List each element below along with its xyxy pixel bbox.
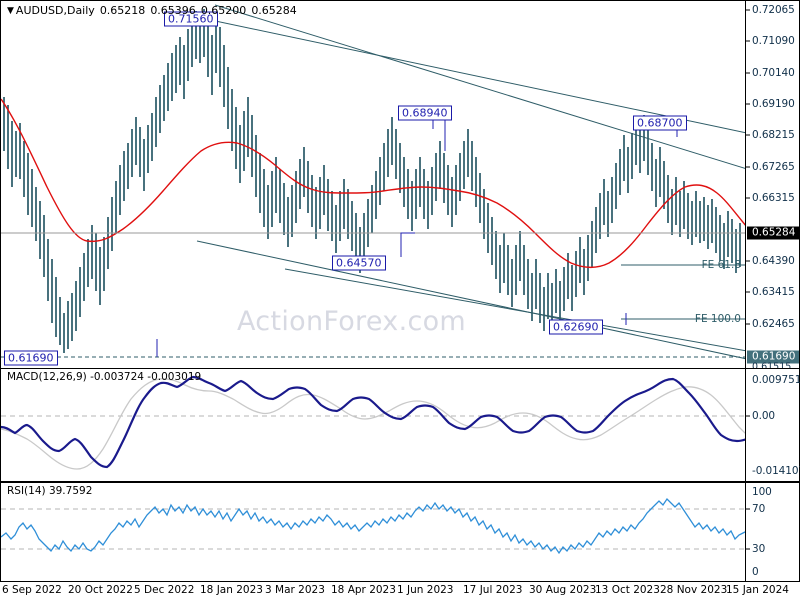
date-label: 18 Apr 2023 bbox=[331, 584, 396, 596]
price-axis-label: 0.70140 bbox=[752, 67, 795, 79]
price-axis-label: 0.69190 bbox=[752, 98, 795, 110]
price-plot-area[interactable]: ActionForex.com 0.71560 0.68940 0.68700 … bbox=[1, 1, 745, 368]
rsi-plot-area[interactable] bbox=[1, 483, 745, 581]
macd-svg bbox=[1, 375, 745, 470]
price-axis-label: 0.64390 bbox=[752, 255, 795, 267]
rsi-axis-label: 30 bbox=[752, 543, 766, 555]
current-price-tag: 0.65284 bbox=[747, 226, 799, 240]
fib-label-618: FE 61.8 bbox=[701, 259, 741, 271]
rsi-panel[interactable]: RSI(14) 39.7592 100 70 30 0 bbox=[0, 482, 800, 582]
chart-header: ▼ AUDUSD,Daily 0.65218 0.65396 0.65200 0.6528… bbox=[7, 4, 297, 17]
date-label: 5 Dec 2022 bbox=[134, 584, 195, 596]
fib-label-100: FE 100.0 bbox=[694, 313, 741, 325]
rsi-line bbox=[1, 497, 745, 555]
date-label: 20 Oct 2022 bbox=[68, 584, 133, 596]
annotation-box-4: 0.64570 bbox=[332, 255, 386, 271]
date-label: 17 Jul 2023 bbox=[463, 584, 523, 596]
price-axis-label: 0.72065 bbox=[752, 4, 795, 16]
rsi-svg bbox=[1, 497, 745, 555]
price-axis-label: 0.62465 bbox=[752, 318, 795, 330]
symbol-label: AUDUSD,Daily bbox=[15, 4, 95, 17]
rsi-title: RSI(14) 39.7592 bbox=[7, 485, 93, 497]
candlestick-series bbox=[3, 9, 741, 353]
macd-panel[interactable]: MACD(12,26,9) -0.003724 -0.003019 0.0097… bbox=[0, 368, 800, 482]
date-axis[interactable]: 6 Sep 2022 20 Oct 2022 5 Dec 2022 18 Jan 20… bbox=[0, 582, 800, 600]
date-label: 6 Sep 2022 bbox=[2, 584, 62, 596]
annotation-box-2: 0.68940 bbox=[398, 105, 452, 121]
macd-title: MACD(12,26,9) -0.003724 -0.003019 bbox=[7, 371, 202, 383]
price-axis-label: 0.63415 bbox=[752, 286, 795, 298]
price-axis-label: 0.66315 bbox=[752, 192, 795, 204]
annotation-box-5: 0.62690 bbox=[549, 319, 603, 335]
date-label: 1 Jun 2023 bbox=[397, 584, 454, 596]
rsi-axis-label: 100 bbox=[752, 486, 772, 498]
watermark: ActionForex.com bbox=[237, 306, 467, 337]
price-axis-label: 0.61515 bbox=[752, 361, 792, 373]
macd-plot-area[interactable] bbox=[1, 369, 745, 481]
trend-lines bbox=[186, 4, 745, 360]
quote-open: 0.65218 bbox=[99, 4, 146, 17]
quote-low: 0.65200 bbox=[200, 4, 247, 17]
triangle-down-icon[interactable]: ▼ bbox=[7, 6, 14, 16]
macd-axis-label: 0.009751 bbox=[752, 374, 800, 386]
annotation-box-low: 0.61690 bbox=[4, 350, 58, 366]
macd-signal-line bbox=[1, 378, 745, 470]
date-label: 3 Mar 2023 bbox=[265, 584, 325, 596]
date-label: 28 Nov 2023 bbox=[660, 584, 728, 596]
annotation-box-3: 0.68700 bbox=[633, 115, 687, 131]
price-axis-label: 0.67265 bbox=[752, 161, 795, 173]
support-price-tag: 0.61690 bbox=[747, 350, 799, 364]
rsi-axis[interactable]: 100 70 30 0 bbox=[745, 483, 799, 581]
macd-axis-label: 0.00 bbox=[752, 410, 775, 422]
date-label: 13 Oct 2023 bbox=[595, 584, 660, 596]
rsi-axis-label: 0 bbox=[752, 566, 759, 578]
macd-axis[interactable]: 0.009751 0.00 -0.014107 bbox=[745, 369, 800, 481]
moving-average-line bbox=[1, 98, 745, 269]
annotation-box-high: 0.71560 bbox=[164, 11, 218, 27]
quote-high: 0.65396 bbox=[150, 4, 196, 17]
date-label: 18 Jan 2023 bbox=[200, 584, 263, 596]
rsi-axis-label: 70 bbox=[752, 503, 766, 515]
date-label: 15 Jan 2024 bbox=[726, 584, 789, 596]
macd-line bbox=[1, 375, 745, 469]
quote-close: 0.65284 bbox=[251, 4, 297, 17]
price-axis-label: 0.71090 bbox=[752, 35, 795, 47]
macd-axis-label: -0.014107 bbox=[752, 465, 800, 477]
price-chart-panel[interactable]: ▼ AUDUSD,Daily 0.65218 0.65396 0.65200 0.6528… bbox=[0, 0, 800, 373]
price-axis-label: 0.68215 bbox=[752, 129, 795, 141]
date-label: 30 Aug 2023 bbox=[529, 584, 597, 596]
price-axis[interactable]: 0.72065 0.71090 0.70140 0.69190 0.68215 … bbox=[745, 1, 799, 373]
